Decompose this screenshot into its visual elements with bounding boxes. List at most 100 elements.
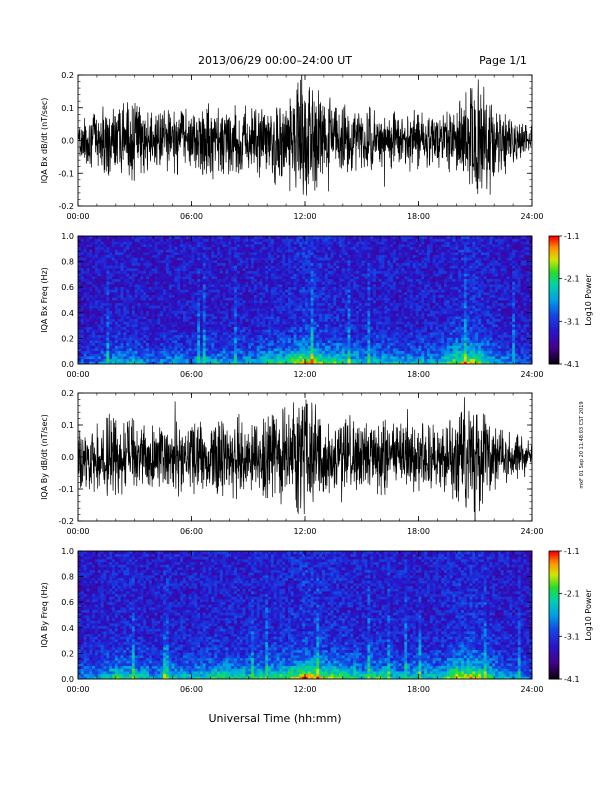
spectrogram-cell — [182, 252, 187, 256]
y-tick-label: 0.1 — [61, 104, 74, 113]
spectrogram-cell — [120, 286, 124, 290]
spectrogram-cell — [191, 310, 195, 314]
spectrogram-cell — [293, 329, 297, 333]
spectrogram-cell — [151, 286, 156, 290]
spectrogram-cell — [146, 329, 150, 333]
spectrogram-cell — [353, 329, 357, 333]
spectrogram-cell — [296, 289, 300, 293]
spectrogram-cell — [305, 257, 309, 261]
spectrogram-cell — [140, 329, 144, 333]
spectrogram-cell — [251, 246, 255, 250]
spectrogram-cell — [143, 284, 147, 288]
spectrogram-cell — [327, 324, 331, 328]
spectrogram-cell — [305, 348, 309, 352]
spectrogram-cell — [282, 286, 286, 290]
spectrogram-cell — [163, 265, 167, 269]
spectrogram-cell — [182, 286, 187, 290]
spectrogram-cell — [185, 278, 190, 282]
spectrogram-cell — [86, 361, 90, 364]
spectrogram-cell — [157, 278, 161, 282]
spectrogram-cell — [106, 334, 110, 338]
spectrogram-cell — [270, 262, 275, 266]
spectrogram-cell — [276, 300, 280, 304]
spectrogram-cell — [336, 308, 340, 312]
spectrogram-cell — [78, 252, 82, 256]
spectrogram-cell — [191, 321, 195, 325]
spectrogram-cell — [270, 321, 275, 325]
spectrogram-cell — [168, 244, 173, 248]
spectrogram-cell — [208, 350, 212, 354]
spectrogram-cell — [200, 289, 204, 293]
spectrogram-cell — [302, 246, 306, 250]
spectrogram-cell — [279, 262, 283, 266]
spectrogram-cell — [347, 284, 351, 288]
spectrogram-cell — [353, 270, 357, 274]
spectrogram-cell — [336, 257, 340, 261]
spectrogram-cell — [305, 350, 309, 354]
spectrogram-cell — [225, 289, 229, 293]
spectrogram-cell — [296, 326, 300, 330]
spectrogram-cell — [324, 356, 329, 360]
spectrogram-cell — [245, 257, 249, 261]
spectrogram-cell — [89, 334, 93, 338]
spectrogram-cell — [262, 297, 266, 301]
spectrogram-cell — [154, 356, 158, 360]
spectrogram-cell — [146, 276, 150, 280]
spectrogram-cell — [228, 321, 232, 325]
spectrogram-cell — [302, 321, 306, 325]
spectrogram-cell — [165, 305, 170, 309]
spectrogram-cell — [168, 324, 173, 328]
spectrogram-cell — [83, 310, 87, 314]
spectrogram-cell — [103, 345, 107, 349]
spectrogram-cell — [236, 345, 241, 349]
spectrogram-cell — [324, 246, 329, 250]
spectrogram-cell — [282, 358, 286, 362]
spectrogram-cell — [205, 260, 209, 264]
spectrogram-cell — [106, 356, 110, 360]
spectrogram-cell — [239, 246, 243, 250]
spectrogram-cell — [177, 337, 181, 341]
spectrogram-cell — [117, 353, 121, 357]
spectrogram-cell — [95, 289, 99, 293]
spectrogram-cell — [319, 342, 323, 346]
spectrogram-cell — [290, 329, 295, 333]
spectrogram-cell — [273, 268, 278, 272]
spectrogram-cell — [131, 361, 136, 364]
spectrogram-cell — [106, 289, 110, 293]
spectrogram-cell — [305, 281, 309, 285]
spectrogram-cell — [350, 332, 354, 336]
spectrogram-cell — [273, 249, 278, 253]
spectrogram-cell — [262, 252, 266, 256]
spectrogram-cell — [265, 265, 269, 269]
spectrogram-cell — [92, 300, 96, 304]
spectrogram-cell — [106, 284, 110, 288]
spectrogram-cell — [114, 334, 119, 338]
spectrogram-cell — [202, 252, 207, 256]
spectrogram-cell — [134, 257, 138, 261]
spectrogram-cell — [191, 324, 195, 328]
spectrogram-cell — [211, 244, 215, 248]
spectrogram-cell — [160, 257, 164, 261]
spectrogram-cell — [316, 326, 320, 330]
spectrogram-cell — [205, 273, 209, 277]
spectrogram-cell — [330, 350, 334, 354]
spectrogram-cell — [339, 257, 343, 261]
spectrogram-cell — [313, 300, 317, 304]
spectrogram-cell — [344, 246, 348, 250]
spectrogram-cell — [123, 329, 127, 333]
spectrogram-cell — [95, 342, 99, 346]
spectrogram-cell — [131, 257, 136, 261]
spectrogram-cell — [265, 294, 269, 298]
spectrogram-cell — [310, 244, 314, 248]
spectrogram-cell — [200, 342, 204, 346]
spectrogram-cell — [146, 321, 150, 325]
spectrogram-cell — [92, 286, 96, 290]
spectrogram-cell — [80, 350, 85, 354]
spectrogram-cell — [174, 297, 178, 301]
spectrogram-cell — [293, 340, 297, 344]
spectrogram-cell — [322, 308, 326, 312]
spectrogram-cell — [251, 340, 255, 344]
spectrogram-cell — [126, 316, 130, 320]
spectrogram-cell — [239, 254, 243, 258]
spectrogram-cell — [327, 254, 331, 258]
